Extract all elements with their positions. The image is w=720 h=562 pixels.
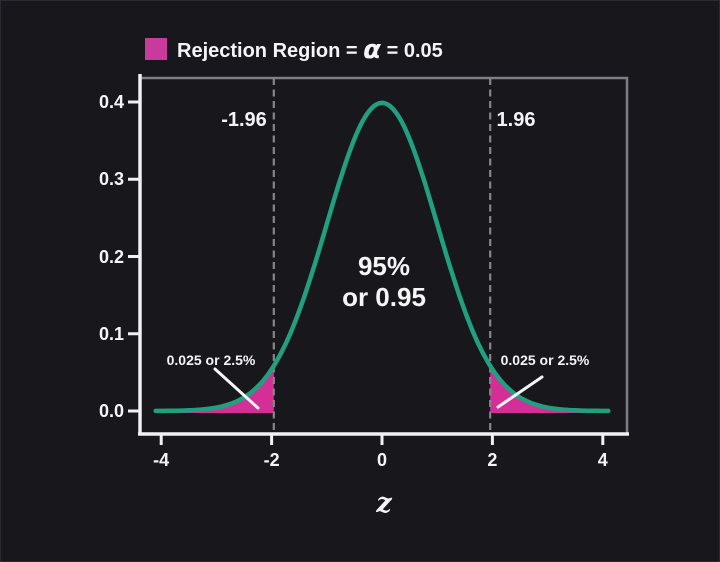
left-rejection-region [155, 365, 274, 413]
x-axis-title: z [376, 488, 392, 519]
left-tail-pointer-line [213, 367, 260, 410]
x-tick-label: 4 [597, 450, 608, 470]
y-tick-label: 0.0 [98, 401, 124, 421]
x-tick-label: -4 [153, 450, 170, 470]
x-tick-label: -2 [263, 450, 280, 470]
left-tail-area-label: 0.025 or 2.5% [166, 352, 256, 368]
legend: Rejection Region = α = 0.05 [145, 34, 443, 65]
y-tick-label: 0.2 [98, 246, 124, 267]
normal-curve [153, 100, 611, 414]
right-tail-pointer-line [496, 375, 544, 409]
right-critical-value-label: 1.96 [496, 109, 536, 131]
center-area-decimal-label: or 0.95 [342, 282, 426, 312]
rejection-region-swatch [145, 38, 167, 60]
y-tick-label: 0.1 [98, 323, 124, 344]
legend-label-prefix: Rejection Region = [177, 40, 364, 62]
right-rejection-region [490, 365, 609, 413]
center-area-percent-label: 95% [357, 251, 411, 281]
right-tail-area-label: 0.025 or 2.5% [500, 352, 590, 368]
x-tick-label: 0 [376, 450, 387, 470]
y-tick-label: 0.4 [98, 92, 124, 112]
alpha-symbol: α [363, 35, 382, 65]
y-tick-label: 0.3 [98, 169, 124, 190]
left-critical-value-label: -1.96 [221, 109, 267, 131]
plot-frame [140, 76, 629, 434]
x-tick-label: 2 [487, 450, 498, 470]
legend-label: Rejection Region = α = 0.05 [177, 34, 443, 65]
legend-label-suffix: = 0.05 [381, 40, 443, 62]
